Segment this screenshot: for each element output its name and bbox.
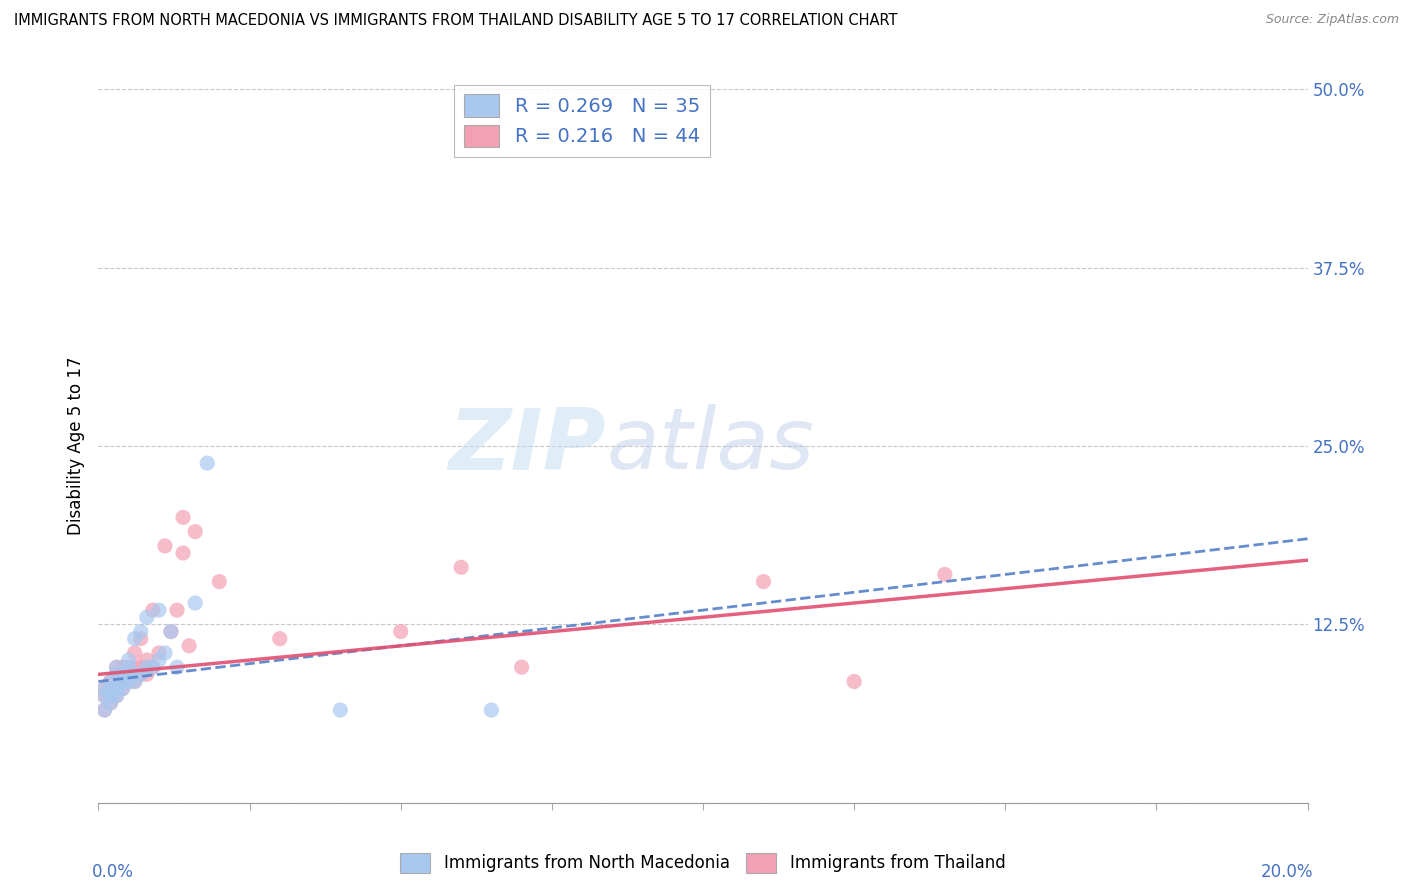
Point: [93, 689, 115, 703]
Point: [100, 689, 122, 703]
Point: [105, 667, 128, 681]
Point: [129, 667, 152, 681]
Point: [124, 674, 146, 689]
Point: [93, 681, 115, 696]
Point: [510, 660, 533, 674]
Point: [111, 667, 134, 681]
Point: [111, 667, 134, 681]
Point: [93, 703, 115, 717]
Point: [124, 674, 146, 689]
Point: [111, 681, 134, 696]
Point: [100, 681, 122, 696]
Point: [118, 667, 141, 681]
Point: [389, 624, 412, 639]
Point: [329, 703, 352, 717]
Point: [269, 632, 291, 646]
Point: [118, 674, 141, 689]
Point: [100, 674, 122, 689]
Point: [93, 681, 115, 696]
Point: [450, 560, 472, 574]
Point: [166, 660, 188, 674]
Point: [172, 546, 194, 560]
Point: [177, 639, 201, 653]
Point: [100, 689, 122, 703]
Point: [148, 603, 170, 617]
Point: [934, 567, 956, 582]
Point: [160, 624, 183, 639]
Point: [105, 681, 128, 696]
Point: [153, 539, 176, 553]
Point: [208, 574, 231, 589]
Point: [105, 667, 128, 681]
Point: [135, 653, 157, 667]
Point: [124, 632, 146, 646]
Point: [118, 667, 141, 681]
Point: [118, 660, 141, 674]
Point: [148, 646, 170, 660]
Point: [105, 689, 128, 703]
Point: [111, 681, 134, 696]
Point: [100, 696, 122, 710]
Point: [124, 660, 146, 674]
Point: [111, 674, 134, 689]
Point: [93, 703, 115, 717]
Point: [129, 660, 152, 674]
Point: [160, 624, 183, 639]
Point: [105, 660, 128, 674]
Text: Source: ZipAtlas.com: Source: ZipAtlas.com: [1265, 13, 1399, 27]
Point: [844, 674, 866, 689]
Legend: R = 0.269   N = 35, R = 0.216   N = 44: R = 0.269 N = 35, R = 0.216 N = 44: [454, 85, 710, 157]
Point: [135, 667, 157, 681]
Point: [100, 674, 122, 689]
Point: [124, 667, 146, 681]
Point: [129, 632, 152, 646]
Point: [105, 689, 128, 703]
Legend: Immigrants from North Macedonia, Immigrants from Thailand: Immigrants from North Macedonia, Immigra…: [394, 847, 1012, 880]
Point: [100, 696, 122, 710]
Point: [111, 660, 134, 674]
Y-axis label: Disability Age 5 to 17: Disability Age 5 to 17: [66, 357, 84, 535]
Point: [142, 660, 165, 674]
Point: [481, 703, 503, 717]
Text: atlas: atlas: [606, 404, 814, 488]
Text: ZIP: ZIP: [449, 404, 606, 488]
Text: 0.0%: 0.0%: [93, 863, 134, 881]
Text: IMMIGRANTS FROM NORTH MACEDONIA VS IMMIGRANTS FROM THAILAND DISABILITY AGE 5 TO : IMMIGRANTS FROM NORTH MACEDONIA VS IMMIG…: [14, 13, 897, 29]
Point: [135, 660, 157, 674]
Point: [195, 456, 218, 470]
Point: [166, 603, 188, 617]
Point: [105, 681, 128, 696]
Point: [105, 660, 128, 674]
Text: 20.0%: 20.0%: [1261, 863, 1313, 881]
Point: [129, 667, 152, 681]
Point: [184, 524, 207, 539]
Point: [184, 596, 207, 610]
Point: [111, 674, 134, 689]
Point: [118, 674, 141, 689]
Point: [752, 574, 775, 589]
Point: [142, 660, 165, 674]
Point: [100, 681, 122, 696]
Point: [118, 660, 141, 674]
Point: [118, 653, 141, 667]
Point: [148, 653, 170, 667]
Point: [124, 646, 146, 660]
Point: [129, 624, 152, 639]
Point: [172, 510, 194, 524]
Point: [153, 646, 176, 660]
Point: [142, 603, 165, 617]
Point: [135, 610, 157, 624]
Point: [93, 689, 115, 703]
